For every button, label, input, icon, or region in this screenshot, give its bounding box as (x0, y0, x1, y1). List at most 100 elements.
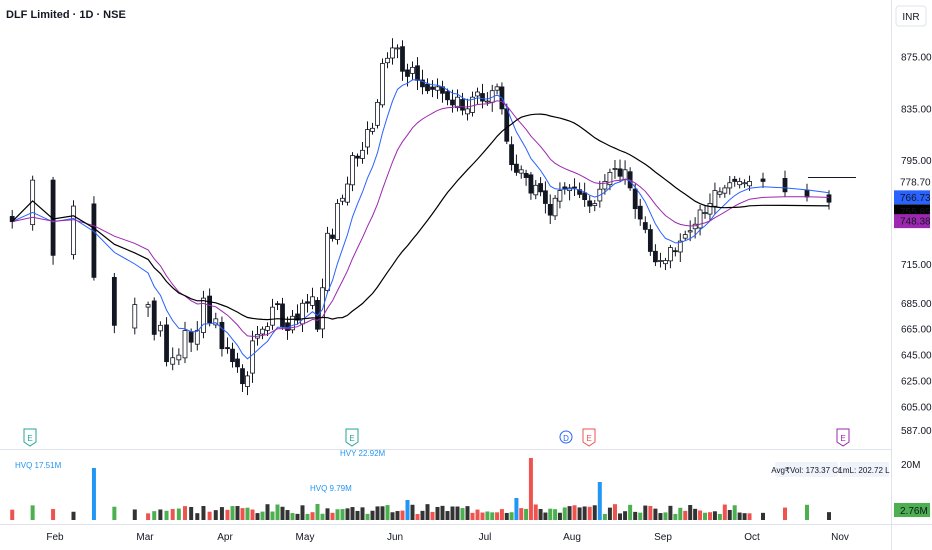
candle-body-up (194, 330, 200, 345)
candle-body-down (240, 368, 245, 385)
candle-body-down (111, 276, 117, 326)
volume-bar (330, 512, 335, 520)
candle (240, 364, 245, 393)
earnings-marker[interactable]: E (345, 428, 359, 447)
volume-annotations: HVQ 17.51M HVY 22.92M HVQ 9.79M (15, 449, 386, 493)
candle-body-down (91, 203, 97, 278)
candle (658, 252, 663, 268)
volume-bar (360, 507, 365, 520)
volume-bar (722, 504, 727, 520)
volume-bar (195, 513, 200, 520)
candle (682, 230, 688, 241)
candle-body-up (132, 304, 138, 329)
volume-bar (375, 506, 380, 520)
earnings-marker[interactable]: E (582, 428, 596, 447)
dividend-marker[interactable]: D (559, 430, 573, 444)
price-axis-tick: 835.00 (901, 104, 932, 115)
candle-body-up (727, 182, 733, 189)
volume-bar (683, 510, 688, 520)
candle-body-up (518, 169, 524, 174)
candle (607, 168, 613, 191)
candle (151, 297, 157, 341)
volume-bar (761, 512, 765, 520)
candle (528, 172, 534, 200)
candle-body-down (782, 178, 788, 193)
candle-body-down (450, 99, 455, 106)
volume-annotation-label: HVQ 17.51M (15, 461, 62, 470)
candle (518, 165, 524, 179)
candle-body-down (330, 234, 335, 239)
candle (455, 89, 460, 112)
volume-bar (315, 504, 320, 520)
volume-bar (380, 506, 385, 520)
candle (91, 196, 97, 281)
candle-body-up (365, 129, 370, 148)
price-axis-tick: 605.00 (901, 403, 932, 414)
event-marker-label: E (840, 434, 845, 443)
volume-bar (400, 510, 405, 520)
candle (445, 88, 450, 106)
candle (207, 288, 213, 327)
candle (475, 87, 480, 105)
volume-bar (538, 508, 543, 520)
volume-bar (633, 511, 638, 520)
volume-bar (390, 512, 395, 520)
candle-body-down (295, 313, 300, 321)
price-tag-ema_mid: 748.38 (894, 214, 931, 229)
volume-bar (727, 509, 732, 520)
candle (213, 312, 219, 329)
volume-bar (480, 512, 485, 520)
candle-body-up (201, 297, 206, 333)
candle-body-up (475, 91, 480, 97)
candle-body-down (425, 83, 430, 92)
time-axis-tick: Aug (563, 532, 581, 543)
candle-body-up (677, 240, 683, 253)
sma-slow-line (11, 113, 830, 321)
candle-body-down (415, 65, 420, 81)
candle-body-up (385, 57, 390, 64)
candle-body-up (290, 315, 295, 331)
candle (732, 176, 738, 187)
volume-bar (415, 513, 420, 520)
candle-body-up (737, 181, 743, 186)
volume-bar (335, 509, 340, 520)
candle (760, 172, 766, 189)
earnings-marker[interactable]: E (23, 428, 37, 447)
volume-bar (201, 506, 206, 520)
candle (552, 195, 558, 221)
volume-bar (350, 507, 355, 520)
price-axis[interactable]: 875.00 835.00 795.00 715.00 685.00 665.00 645.… (894, 53, 932, 518)
volume-bar (405, 500, 410, 520)
earnings-marker[interactable]: E (836, 428, 850, 447)
price-tag-label: 778.70 (900, 177, 931, 188)
candle (632, 183, 638, 219)
time-axis[interactable]: Feb Mar Apr May Jun Jul Aug Sep Oct Nov (46, 532, 849, 543)
time-axis-tick: Feb (46, 532, 64, 543)
chart-title: DLF Limited · 1D · NSE (6, 9, 126, 21)
candle-body-down (514, 163, 519, 173)
currency-button[interactable]: INR (895, 5, 927, 27)
volume-bar (678, 507, 683, 520)
candle (375, 99, 380, 129)
volume-bar (325, 508, 330, 520)
candle (465, 98, 470, 121)
volume-bars (10, 458, 831, 520)
candle-body-down (225, 347, 230, 350)
candle-body-up (260, 328, 265, 335)
candle-body-up (557, 190, 563, 202)
volume-bar (698, 510, 703, 520)
volume-bar (557, 512, 562, 520)
candle-body-down (617, 168, 623, 177)
price-tag-label: 748.38 (900, 217, 931, 228)
volume-bar (365, 513, 370, 520)
event-marker-label: E (27, 434, 32, 443)
candle-body-down (543, 190, 548, 204)
volume-bar (703, 512, 708, 520)
candle (687, 220, 693, 242)
volume-bar (509, 512, 514, 520)
candle-body-up (335, 203, 340, 241)
volume-bar (805, 504, 809, 520)
volume-bar (490, 512, 495, 520)
